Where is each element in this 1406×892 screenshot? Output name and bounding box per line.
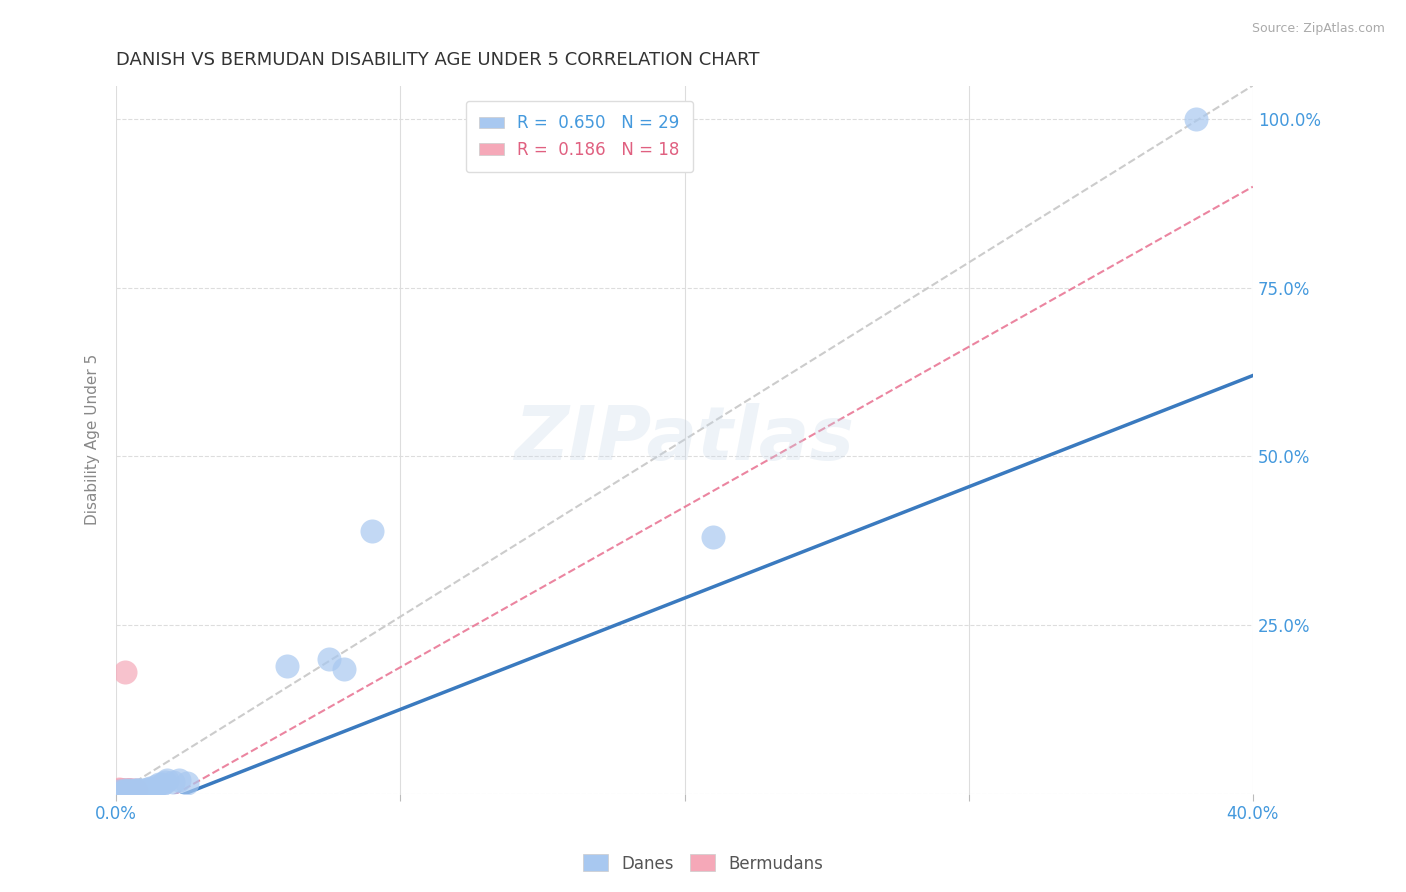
Point (150, 776, 173, 790)
Point (361, 524, 384, 538)
Point (131, 782, 153, 797)
Legend: Danes, Bermudans: Danes, Bermudans (576, 847, 830, 880)
Text: ZIPatlas: ZIPatlas (515, 403, 855, 476)
Point (148, 777, 170, 791)
Point (111, 783, 134, 797)
Point (167, 773, 190, 788)
Text: DANISH VS BERMUDAN DISABILITY AGE UNDER 5 CORRELATION CHART: DANISH VS BERMUDAN DISABILITY AGE UNDER … (117, 51, 759, 69)
Point (108, 781, 131, 796)
Point (122, 784, 145, 798)
Point (128, 783, 150, 797)
Point (117, 783, 139, 797)
Point (139, 781, 162, 796)
Point (125, 783, 148, 797)
Point (145, 779, 167, 793)
Point (108, 782, 131, 797)
Y-axis label: Disability Age Under 5: Disability Age Under 5 (86, 354, 100, 525)
Point (108, 784, 131, 798)
Point (108, 782, 131, 797)
Point (162, 774, 184, 789)
Point (176, 776, 198, 790)
Point (332, 662, 354, 676)
Point (134, 782, 156, 797)
Point (120, 783, 142, 797)
Point (318, 652, 340, 666)
Legend: R =  0.650   N = 29, R =  0.186   N = 18: R = 0.650 N = 29, R = 0.186 N = 18 (465, 101, 693, 172)
Point (136, 781, 159, 796)
Point (114, 784, 136, 798)
Point (156, 773, 179, 788)
Point (120, 783, 142, 797)
Point (114, 665, 136, 680)
Point (125, 783, 148, 797)
Point (1185, 112, 1208, 127)
Point (114, 784, 136, 798)
Point (114, 783, 136, 797)
Point (114, 783, 136, 797)
Point (122, 783, 145, 797)
Point (120, 783, 142, 797)
Point (111, 785, 134, 799)
Point (117, 783, 139, 797)
Point (114, 783, 136, 797)
Point (111, 782, 134, 797)
Point (142, 781, 165, 796)
Point (125, 783, 148, 797)
Point (120, 782, 142, 797)
Point (117, 782, 139, 797)
Point (702, 530, 724, 544)
Point (276, 658, 298, 673)
Point (111, 783, 134, 797)
Text: Source: ZipAtlas.com: Source: ZipAtlas.com (1251, 22, 1385, 36)
Point (117, 784, 139, 798)
Point (153, 774, 176, 789)
